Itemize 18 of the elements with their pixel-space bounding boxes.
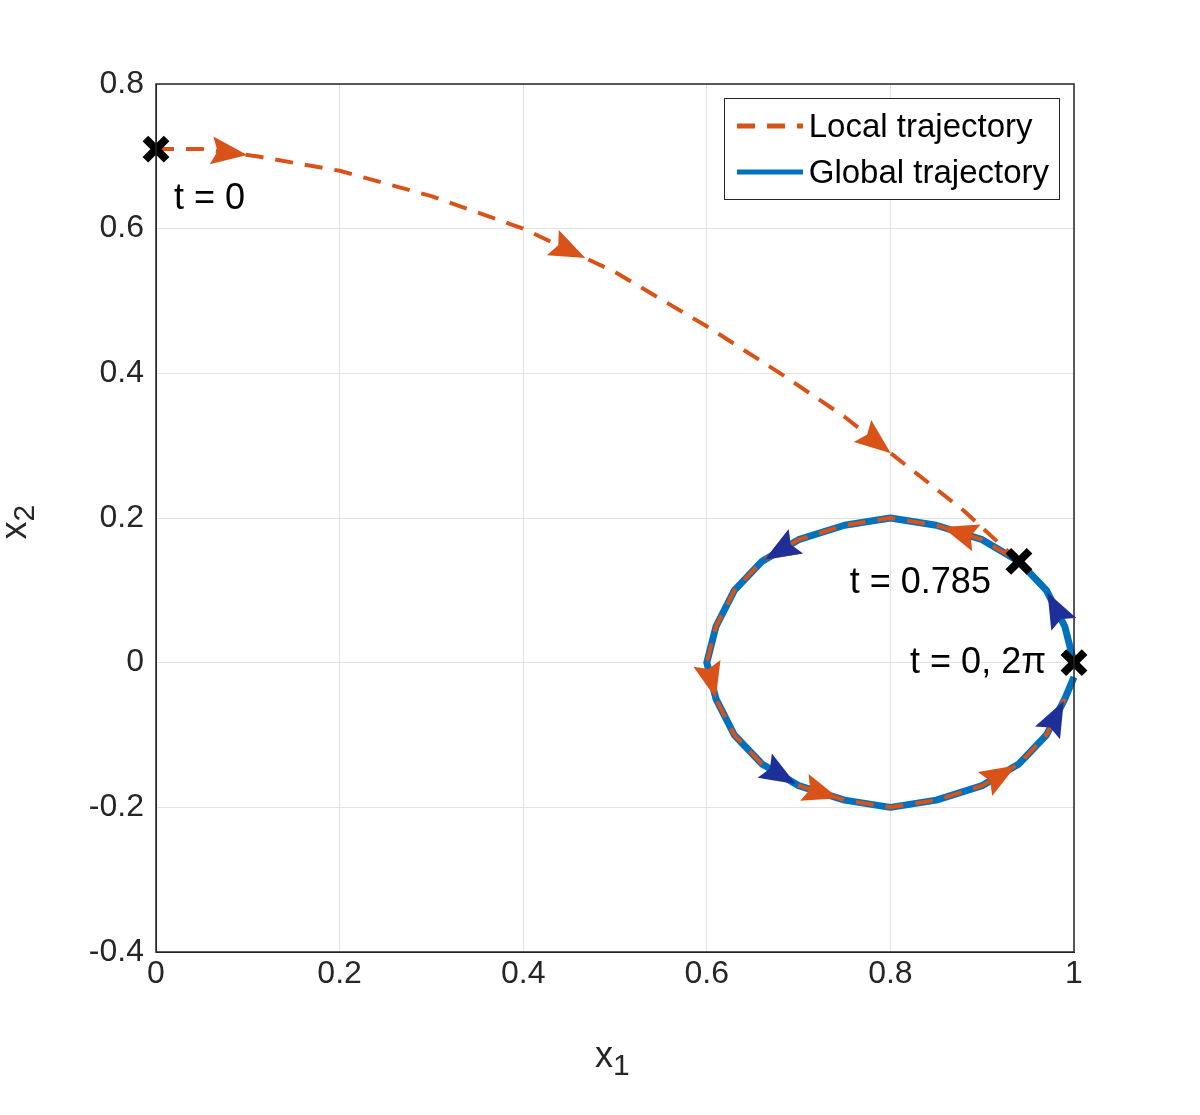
y-tick-label: -0.2 — [88, 787, 144, 824]
annotation: t = 0.785 — [849, 560, 991, 602]
annotation: t = 0, 2π — [910, 639, 1046, 681]
y-tick-label: 0.6 — [99, 208, 144, 245]
y-tick-label: -0.4 — [88, 931, 144, 968]
legend-label: Local trajectory — [808, 107, 1033, 145]
legend-label: Global trajectory — [808, 153, 1049, 191]
y-tick-label: 0.4 — [99, 353, 144, 390]
y-tick-label: 0.2 — [99, 497, 144, 534]
x-tick-label: 0.8 — [868, 954, 913, 991]
y-tick-label: 0 — [126, 642, 144, 679]
x-tick-label: 0.4 — [500, 954, 546, 991]
x-tick-label: 0.6 — [684, 954, 730, 991]
y-tick-label: 0.8 — [99, 63, 144, 100]
x-tick-label: 0.2 — [317, 954, 362, 991]
x-tick-label: 1 — [1065, 954, 1083, 991]
annotation: t = 0 — [174, 176, 246, 218]
x-axis-title: x$_{1}$ — [595, 1034, 630, 1083]
